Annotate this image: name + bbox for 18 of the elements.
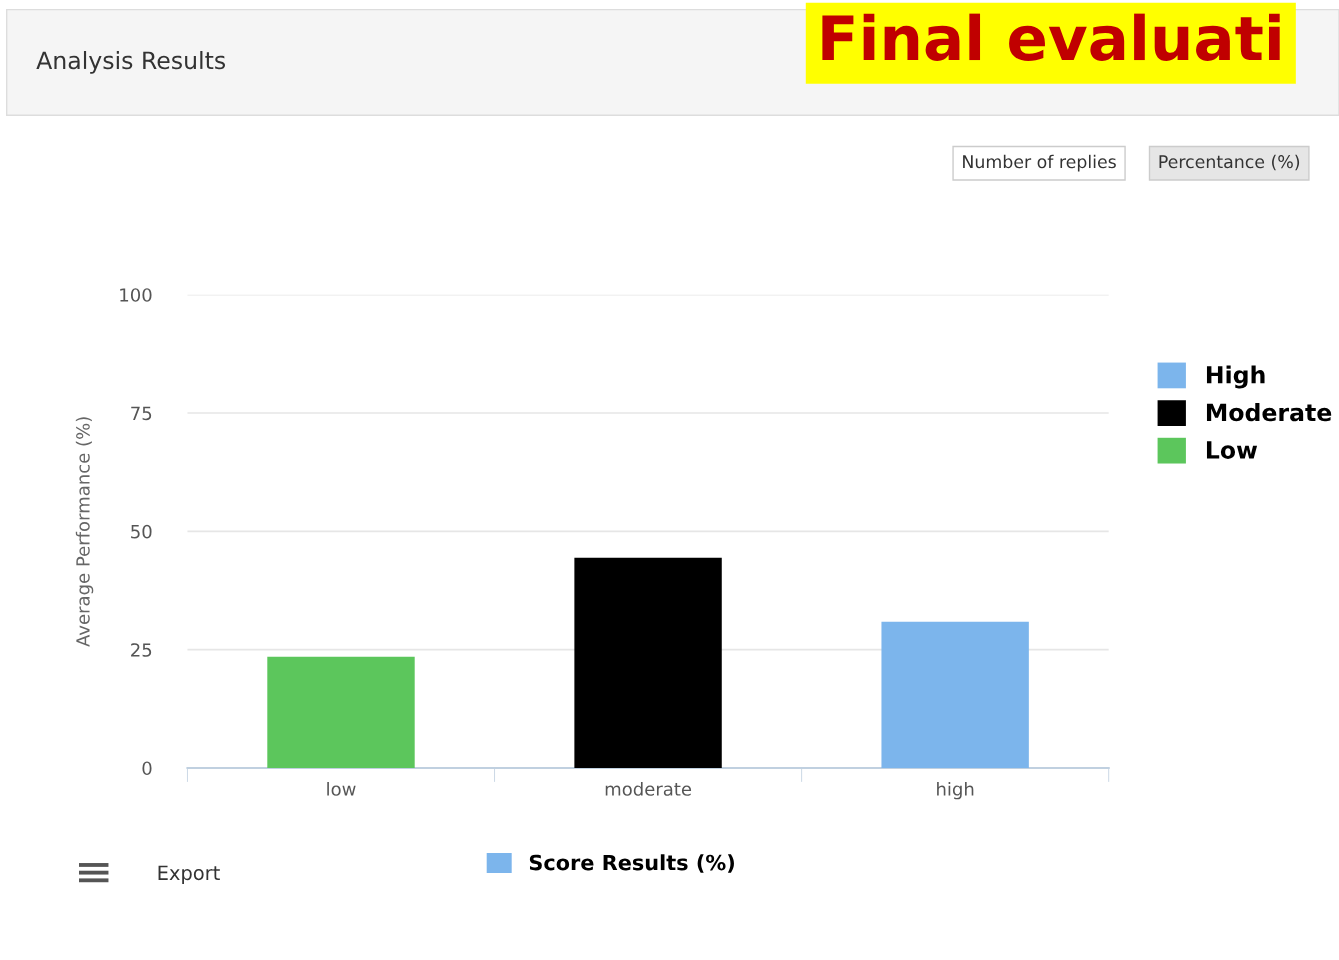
y-tick-label: 0	[142, 761, 152, 776]
y-tick-label: 25	[131, 643, 152, 657]
y-axis-title: Average Performance (%)	[75, 417, 94, 647]
legend-label: Low	[1206, 441, 1258, 459]
text: Export	[158, 865, 220, 884]
y-tick-label: 100	[120, 288, 152, 302]
legend-label: High	[1206, 365, 1265, 389]
legend-label: Moderate	[1206, 403, 1332, 422]
x-tick-label: low	[327, 781, 356, 796]
x-tick-label: moderate	[605, 781, 692, 796]
text: Percentance (%)	[1159, 154, 1300, 171]
text: Final evaluati	[822, 13, 1280, 61]
x-tick-label: high	[937, 781, 974, 800]
legend-label: Score Results (%)	[529, 854, 734, 873]
text: Number of replies	[963, 154, 1116, 172]
y-tick-label: 50	[131, 524, 152, 539]
chart-title: Analysis Results	[36, 50, 226, 74]
y-tick-label: 75	[131, 406, 152, 421]
